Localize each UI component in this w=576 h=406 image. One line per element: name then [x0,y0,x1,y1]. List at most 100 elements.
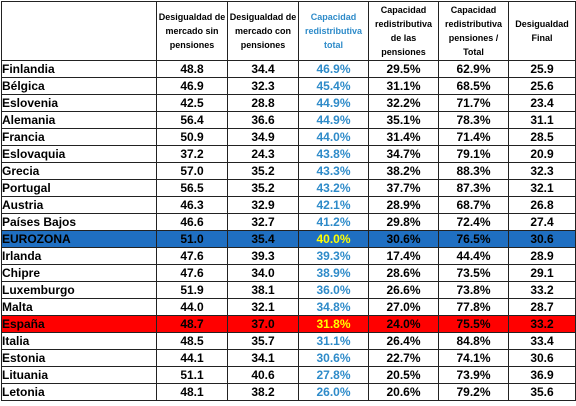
value-cell[interactable]: 77.8% [438,298,509,316]
value-cell[interactable]: 38.9% [298,264,369,282]
header-cell-total-redistributive[interactable]: Capacidad redistributiva total [298,1,369,61]
value-cell[interactable]: 24.3 [227,145,299,163]
value-cell[interactable]: 32.9 [227,196,299,214]
value-cell[interactable]: 46.3 [156,196,228,214]
value-cell[interactable]: 78.3% [438,111,509,129]
country-cell[interactable]: Bélgica [1,77,157,95]
value-cell[interactable]: 36.6 [227,111,299,129]
country-cell[interactable]: Lituania [1,366,157,384]
value-cell[interactable]: 31.8% [298,315,369,333]
value-cell[interactable]: 42.1% [298,196,369,214]
country-cell[interactable]: Alemania [1,111,157,129]
country-cell[interactable]: Francia [1,128,157,146]
value-cell[interactable]: 28.9% [368,196,439,214]
value-cell[interactable]: 87.3% [438,179,509,197]
value-cell[interactable]: 35.7 [227,332,299,350]
value-cell[interactable]: 26.8 [508,196,576,214]
value-cell[interactable]: 20.5% [368,366,439,384]
value-cell[interactable]: 79.1% [438,145,509,163]
value-cell[interactable]: 68.7% [438,196,509,214]
value-cell[interactable]: 35.2 [227,162,299,180]
value-cell[interactable]: 35.6 [508,383,576,401]
value-cell[interactable]: 76.5% [438,230,509,248]
value-cell[interactable]: 46.6 [156,213,228,231]
value-cell[interactable]: 88.3% [438,162,509,180]
value-cell[interactable]: 47.6 [156,264,228,282]
country-cell[interactable]: Estonia [1,349,157,367]
value-cell[interactable]: 31.1% [368,77,439,95]
value-cell[interactable]: 41.2% [298,213,369,231]
value-cell[interactable]: 33.2 [508,281,576,299]
value-cell[interactable]: 30.6 [508,349,576,367]
value-cell[interactable]: 71.7% [438,94,509,112]
value-cell[interactable]: 36.0% [298,281,369,299]
header-cell-pensions-redistributive[interactable]: Capacidad redistributiva de las pensione… [368,1,439,61]
country-cell[interactable]: Chipre [1,264,157,282]
value-cell[interactable]: 48.8 [156,60,228,78]
value-cell[interactable]: 31.1% [298,332,369,350]
value-cell[interactable]: 39.3% [298,247,369,265]
value-cell[interactable]: 34.0 [227,264,299,282]
value-cell[interactable]: 40.6 [227,366,299,384]
value-cell[interactable]: 29.8% [368,213,439,231]
value-cell[interactable]: 29.5% [368,60,439,78]
value-cell[interactable]: 48.7 [156,315,228,333]
value-cell[interactable]: 20.9 [508,145,576,163]
value-cell[interactable]: 84.8% [438,332,509,350]
country-cell[interactable]: Italia [1,332,157,350]
value-cell[interactable]: 31.4% [368,128,439,146]
value-cell[interactable]: 45.4% [298,77,369,95]
country-cell[interactable]: Grecia [1,162,157,180]
country-cell[interactable]: Malta [1,298,157,316]
value-cell[interactable]: 37.0 [227,315,299,333]
value-cell[interactable]: 50.9 [156,128,228,146]
value-cell[interactable]: 32.1 [508,179,576,197]
value-cell[interactable]: 72.4% [438,213,509,231]
value-cell[interactable]: 44.0 [156,298,228,316]
value-cell[interactable]: 46.9% [298,60,369,78]
value-cell[interactable]: 34.9 [227,128,299,146]
value-cell[interactable]: 74.1% [438,349,509,367]
header-cell-pensions-over-total[interactable]: Capacidad redistributiva pensiones / Tot… [438,1,509,61]
value-cell[interactable]: 38.2% [368,162,439,180]
country-cell[interactable]: Portugal [1,179,157,197]
value-cell[interactable]: 38.1 [227,281,299,299]
value-cell[interactable]: 40.0% [298,230,369,248]
value-cell[interactable]: 44.1 [156,349,228,367]
value-cell[interactable]: 36.9 [508,366,576,384]
value-cell[interactable]: 73.5% [438,264,509,282]
country-cell[interactable]: Irlanda [1,247,157,265]
value-cell[interactable]: 42.5 [156,94,228,112]
value-cell[interactable]: 35.1% [368,111,439,129]
value-cell[interactable]: 32.3 [227,77,299,95]
value-cell[interactable]: 79.2% [438,383,509,401]
value-cell[interactable]: 22.7% [368,349,439,367]
value-cell[interactable]: 37.2 [156,145,228,163]
value-cell[interactable]: 47.6 [156,247,228,265]
value-cell[interactable]: 51.9 [156,281,228,299]
country-cell[interactable]: Finlandia [1,60,157,78]
value-cell[interactable]: 27.4 [508,213,576,231]
value-cell[interactable]: 34.8% [298,298,369,316]
value-cell[interactable]: 38.2 [227,383,299,401]
value-cell[interactable]: 28.8 [227,94,299,112]
value-cell[interactable]: 30.6% [298,349,369,367]
value-cell[interactable]: 44.9% [298,111,369,129]
country-cell[interactable]: España [1,315,157,333]
value-cell[interactable]: 34.7% [368,145,439,163]
value-cell[interactable]: 31.1 [508,111,576,129]
value-cell[interactable]: 44.0% [298,128,369,146]
value-cell[interactable]: 46.9 [156,77,228,95]
value-cell[interactable]: 51.1 [156,366,228,384]
value-cell[interactable]: 34.4 [227,60,299,78]
value-cell[interactable]: 37.7% [368,179,439,197]
value-cell[interactable]: 28.5 [508,128,576,146]
value-cell[interactable]: 28.9 [508,247,576,265]
value-cell[interactable]: 28.7 [508,298,576,316]
value-cell[interactable]: 56.5 [156,179,228,197]
value-cell[interactable]: 73.8% [438,281,509,299]
value-cell[interactable]: 32.1 [227,298,299,316]
header-cell-country[interactable] [1,1,157,61]
country-cell[interactable]: Luxemburgo [1,281,157,299]
country-cell[interactable]: Eslovenia [1,94,157,112]
